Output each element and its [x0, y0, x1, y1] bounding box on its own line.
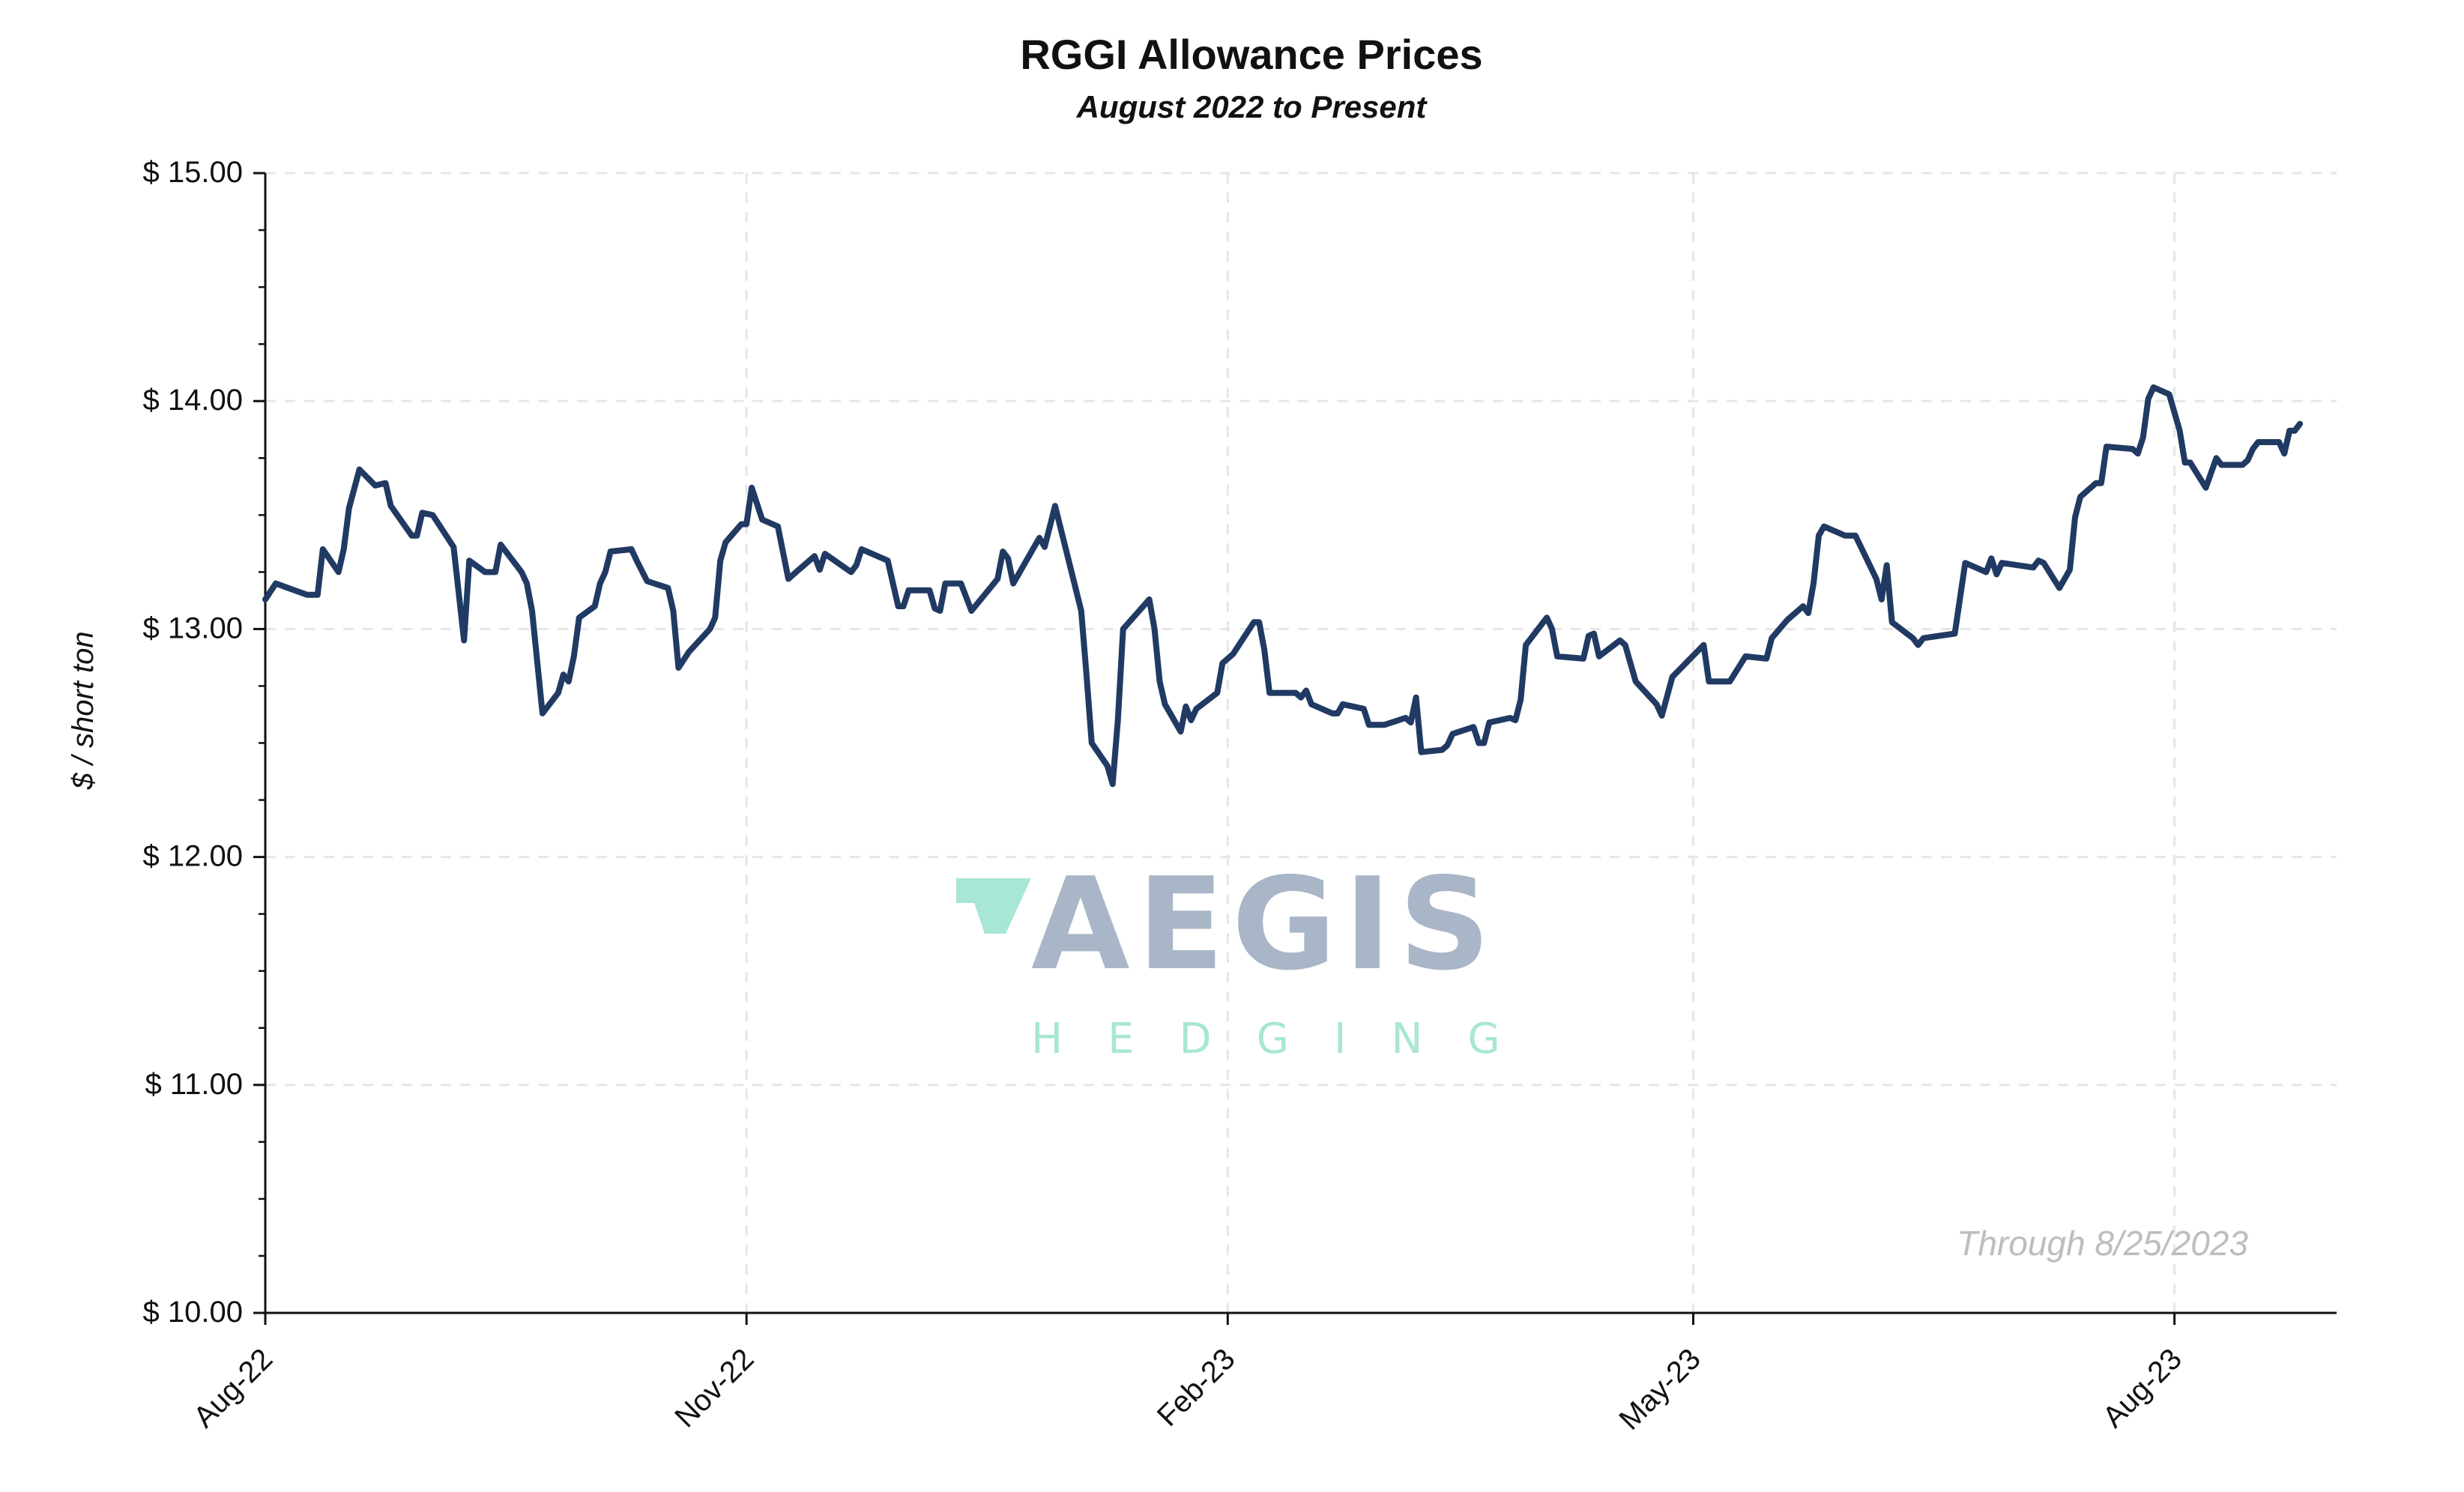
watermark-sub-text: HEDGING [1031, 1015, 1545, 1063]
aegis-logo-mark-icon [956, 878, 1031, 934]
y-tick-label: $ 11.00 [145, 1068, 244, 1101]
y-tick-label: $ 10.00 [143, 1296, 243, 1329]
x-tick-label: Aug-22 [187, 1342, 279, 1434]
y-tick-label: $ 13.00 [143, 611, 243, 644]
x-tick-label: Aug-23 [2097, 1342, 2188, 1434]
x-tick-label: Feb-23 [1151, 1342, 1242, 1433]
y-tick-label: $ 12.00 [143, 840, 243, 873]
chart-title: RGGI Allowance Prices [1020, 31, 1482, 78]
tick-labels: $ 10.00 $ 11.00 $ 12.00 $ 13.00 $ 14.00 $ 15.… [143, 156, 2188, 1437]
y-tick-label: $ 14.00 [143, 384, 243, 417]
gridlines [265, 172, 2337, 1313]
y-tick-label: $ 15.00 [143, 156, 243, 189]
through-date-annotation: Through 8/25/2023 [1957, 1224, 2248, 1263]
y-axis-label: $ / short ton [67, 631, 100, 790]
watermark-main-text: AEGIS [1031, 851, 1498, 999]
axes [253, 172, 2337, 1325]
x-tick-label: May-23 [1613, 1342, 1706, 1436]
x-tick-label: Nov-22 [668, 1342, 760, 1434]
aegis-hedging-watermark: AEGIS HEDGING [956, 851, 1545, 1063]
price-series-line [262, 384, 2304, 788]
chart-subtitle: August 2022 to Present [1076, 89, 1428, 124]
